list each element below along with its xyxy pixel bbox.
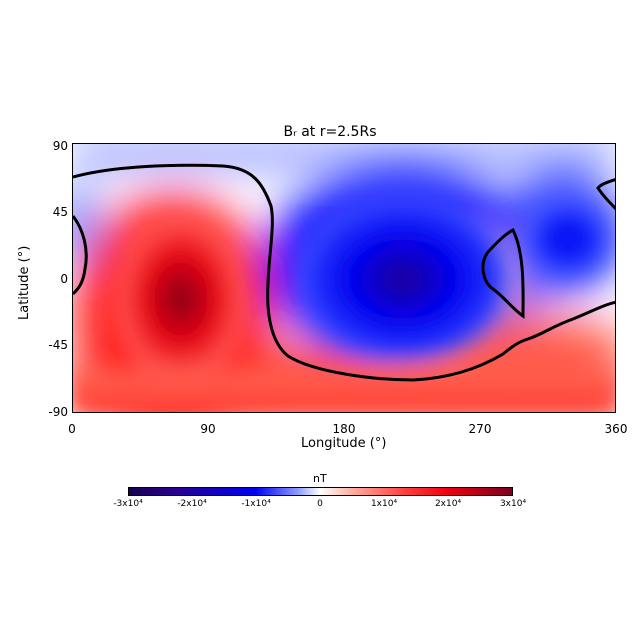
zero-contour bbox=[73, 163, 615, 382]
y-tick-neg45: -45 bbox=[48, 338, 68, 352]
y-tick-0: 0 bbox=[60, 272, 68, 286]
colorbar bbox=[128, 487, 513, 496]
colorbar-tick: 0 bbox=[317, 499, 323, 509]
x-tick-360: 360 bbox=[604, 422, 628, 436]
x-axis-label: Longitude (°) bbox=[301, 436, 387, 451]
heatmap-canvas bbox=[73, 144, 615, 412]
colorbar-tick: 3x10⁴ bbox=[499, 499, 527, 509]
y-tick-45: 45 bbox=[52, 205, 68, 219]
y-tick-neg90: -90 bbox=[48, 405, 68, 419]
colorbar-tick: 2x10⁴ bbox=[434, 499, 462, 509]
y-axis-label: Latitude (°) bbox=[17, 245, 32, 320]
x-tick-0: 0 bbox=[68, 422, 76, 436]
heatmap-plot bbox=[72, 143, 616, 413]
x-tick-90: 90 bbox=[200, 422, 216, 436]
colorbar-tick: -2x10⁴ bbox=[177, 499, 207, 509]
y-tick-90: 90 bbox=[52, 139, 68, 153]
colorbar-tick: -3x10⁴ bbox=[113, 499, 143, 509]
colorbar-tick: 1x10⁴ bbox=[370, 499, 398, 509]
colorbar-tick: -1x10⁴ bbox=[241, 499, 271, 509]
x-tick-270: 270 bbox=[468, 422, 492, 436]
x-tick-180: 180 bbox=[332, 422, 356, 436]
colorbar-unit-label: nT bbox=[313, 472, 327, 485]
chart-title: Bᵣ at r=2.5Rs bbox=[283, 124, 377, 140]
